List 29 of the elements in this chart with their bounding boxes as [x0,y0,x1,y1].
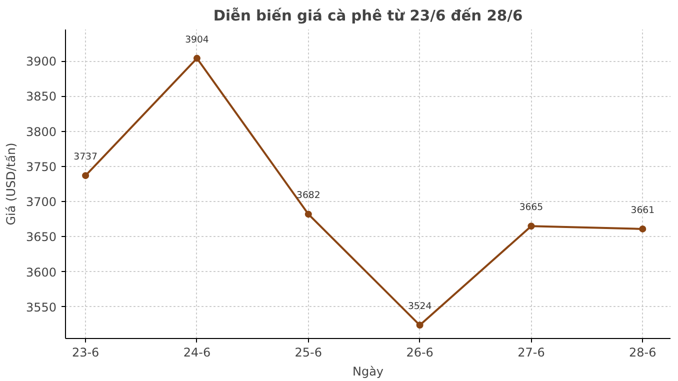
y-tick-label: 3800 [26,124,57,139]
point [304,210,312,218]
x-axis-title: Ngày [352,364,384,378]
point [193,54,200,62]
x-tick-label: 25-6 [294,346,322,360]
point [528,222,535,230]
y-tick-label: 3700 [26,195,57,210]
x-tick-label: 28-6 [629,346,656,360]
y-tick-label: 3850 [26,90,57,104]
data-label: 3904 [185,34,209,46]
y-tick-label: 3650 [26,230,57,244]
y-tick-label: 3600 [26,265,57,280]
point [82,172,90,180]
data-label: 3524 [408,301,432,312]
x-tick-label: 23-6 [72,346,100,360]
data-label: 3737 [74,152,98,163]
point [639,225,646,232]
y-tick-label: 3550 [26,300,57,314]
point [416,322,424,329]
y-tick-label: 3750 [26,160,57,174]
y-tick-label: 3900 [26,54,57,69]
data-label: 3661 [630,204,655,216]
chart-title: Diễn biến giá cà phê từ 23/6 đến 28/6 [213,8,523,24]
x-tick-label: 27-6 [518,346,545,360]
x-tick-label: 24-6 [183,346,211,360]
data-label: 3665 [519,202,544,214]
y-axis-title: Giá (USD/tấn) [4,142,18,226]
x-tick-label: 26-6 [406,346,434,360]
data-label: 3682 [296,190,320,202]
